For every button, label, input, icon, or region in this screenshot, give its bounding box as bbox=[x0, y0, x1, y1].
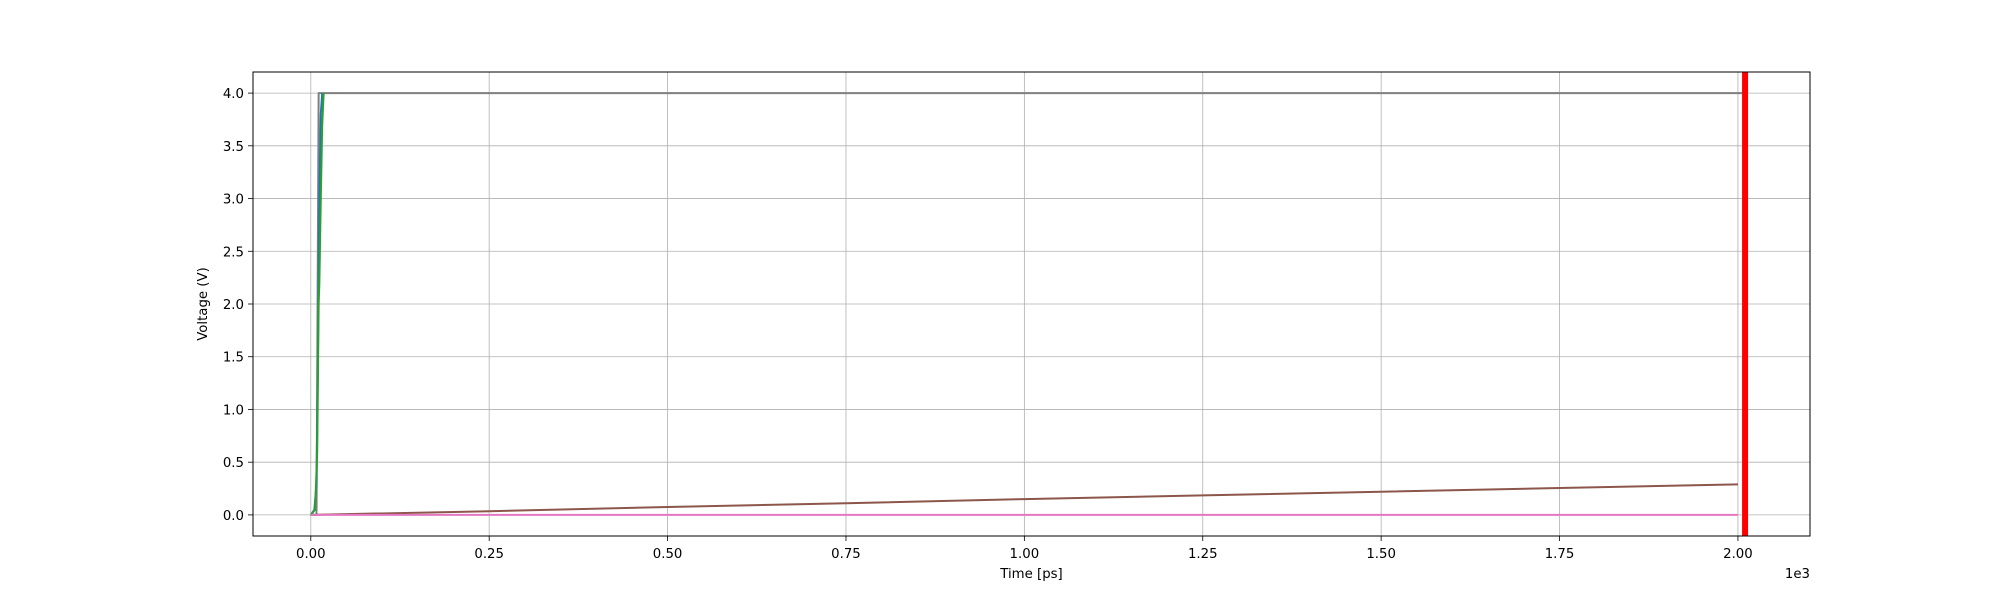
x-tick-label: 0.25 bbox=[474, 547, 504, 562]
x-tick-label: 1.25 bbox=[1188, 547, 1218, 562]
y-tick-label: 2.0 bbox=[223, 298, 244, 313]
x-tick-label: 2.00 bbox=[1723, 547, 1753, 562]
y-tick-label: 3.0 bbox=[223, 193, 244, 208]
y-tick-label: 2.5 bbox=[223, 245, 244, 260]
x-tick-label: 1.75 bbox=[1545, 547, 1575, 562]
x-tick-label: 1.00 bbox=[1010, 547, 1040, 562]
x-axis-label: Time [ps] bbox=[999, 567, 1063, 582]
series-line-4 bbox=[310, 483, 1738, 516]
x-tick-label: 1.50 bbox=[1366, 547, 1396, 562]
series-lines bbox=[309, 92, 1746, 516]
x-axis-offset-label: 1e3 bbox=[1785, 567, 1810, 582]
y-axis-label: Voltage (V) bbox=[196, 267, 211, 341]
y-tick-label: 4.0 bbox=[223, 87, 244, 102]
axis-ticks: 0.00 0.25 0.50 0.75 1.00 1.25 1.50 1.75 2.00 0.0 0… bbox=[223, 87, 1753, 562]
y-tick-label: 3.5 bbox=[223, 140, 244, 155]
y-tick-label: 0.0 bbox=[223, 509, 244, 524]
y-tick-label: 1.0 bbox=[223, 403, 244, 418]
x-tick-label: 0.00 bbox=[296, 547, 326, 562]
x-tick-label: 0.50 bbox=[653, 547, 683, 562]
y-tick-label: 1.5 bbox=[223, 351, 244, 366]
y-tick-label: 0.5 bbox=[223, 456, 244, 471]
x-tick-label: 0.75 bbox=[831, 547, 861, 562]
series-line-3 bbox=[310, 93, 325, 516]
